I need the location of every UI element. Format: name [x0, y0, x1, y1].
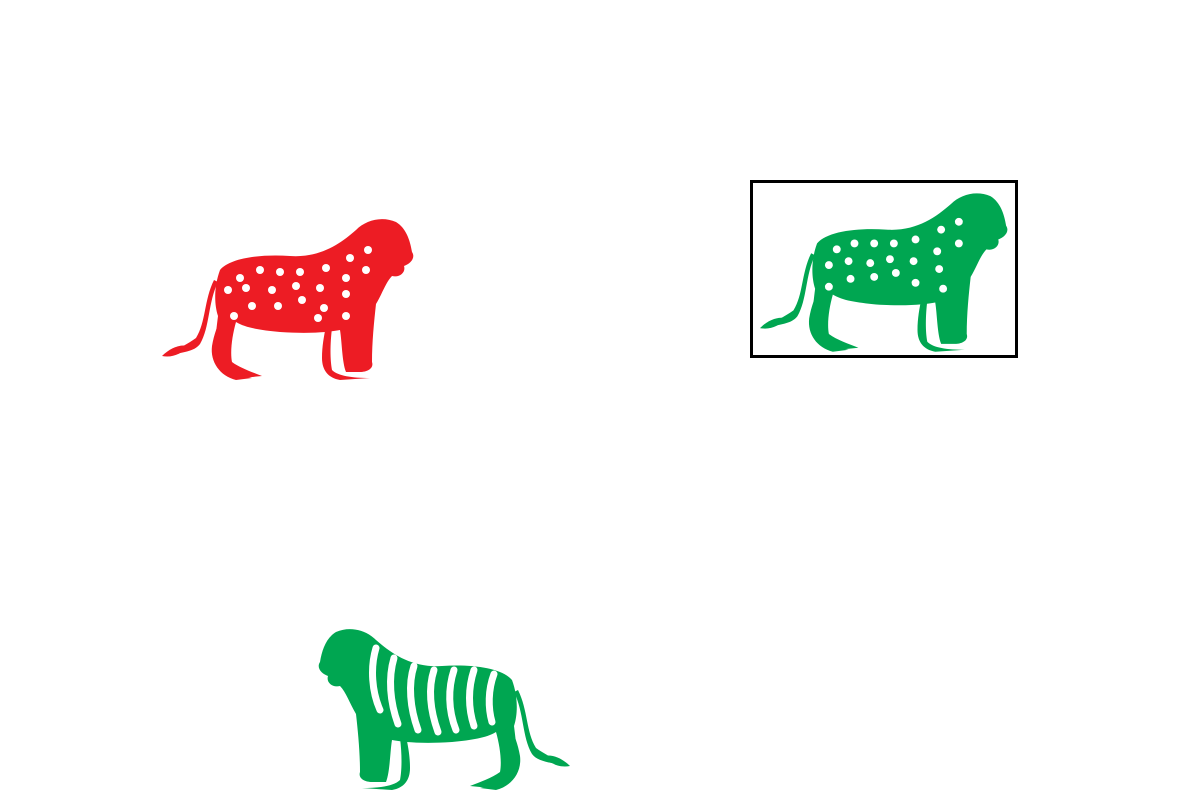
lion-icon — [318, 629, 570, 790]
lion-icon — [162, 219, 414, 380]
red-spotted-lion[interactable] — [160, 212, 420, 382]
green-spotted-lion[interactable] — [758, 186, 1014, 354]
green-striped-lion[interactable] — [312, 622, 572, 792]
selection-box — [750, 180, 1018, 358]
lion-icon — [759, 193, 1008, 352]
